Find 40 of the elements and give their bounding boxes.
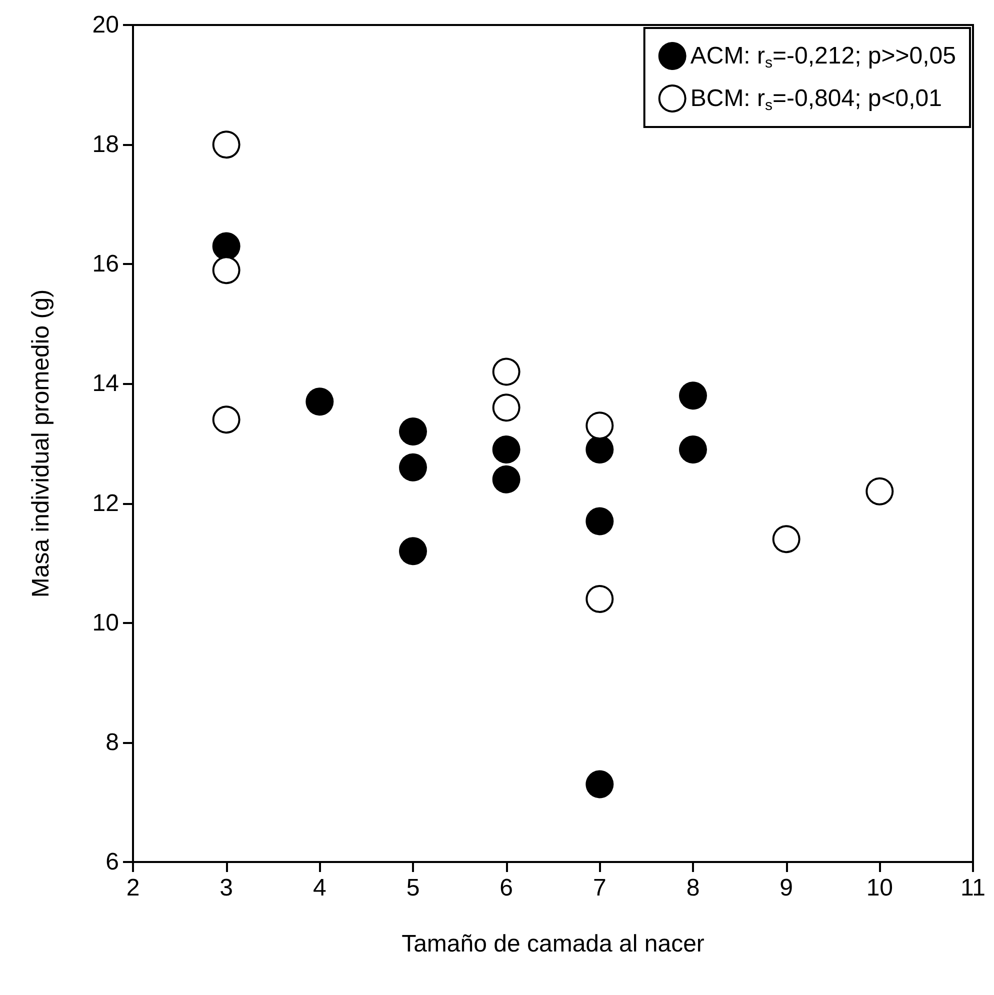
x-tick-label: 2 xyxy=(126,874,140,902)
x-tick-label: 5 xyxy=(406,874,420,902)
x-tick-label: 6 xyxy=(500,874,514,902)
y-tick-label: 12 xyxy=(92,490,119,517)
y-tick-label: 10 xyxy=(92,609,119,636)
x-tick-label: 3 xyxy=(220,874,234,902)
y-tick-label: 18 xyxy=(92,131,119,158)
x-tick-label: 9 xyxy=(780,874,794,902)
x-tick-label: 11 xyxy=(960,874,986,902)
point xyxy=(492,465,520,494)
y-tick-label: 16 xyxy=(92,250,119,278)
point xyxy=(399,418,427,446)
point xyxy=(586,507,614,536)
y-axis-title: Masa individual promedio (g) xyxy=(28,289,54,598)
y-tick-label: 6 xyxy=(106,848,119,876)
y-tick-label: 14 xyxy=(92,370,119,398)
x-tick-label: 10 xyxy=(866,874,894,902)
x-axis-title: Tamaño de camada al nacer xyxy=(402,930,704,958)
point xyxy=(866,477,894,506)
x-tick-label: 7 xyxy=(592,874,606,902)
point xyxy=(679,435,707,464)
point xyxy=(586,770,614,798)
point xyxy=(399,537,427,566)
point xyxy=(399,453,427,482)
y-tick-label: 20 xyxy=(92,12,119,38)
point xyxy=(492,358,520,386)
point xyxy=(772,525,800,554)
point xyxy=(492,394,520,422)
point xyxy=(586,584,614,613)
y-tick-label: 8 xyxy=(106,728,119,756)
point xyxy=(212,256,240,284)
point xyxy=(212,406,240,434)
x-tick-label: 4 xyxy=(312,874,326,902)
point xyxy=(586,412,614,440)
point xyxy=(679,382,707,410)
x-tick-label: 8 xyxy=(686,874,700,902)
point xyxy=(212,232,240,260)
point xyxy=(492,435,520,464)
point xyxy=(306,388,334,416)
point xyxy=(212,130,240,159)
